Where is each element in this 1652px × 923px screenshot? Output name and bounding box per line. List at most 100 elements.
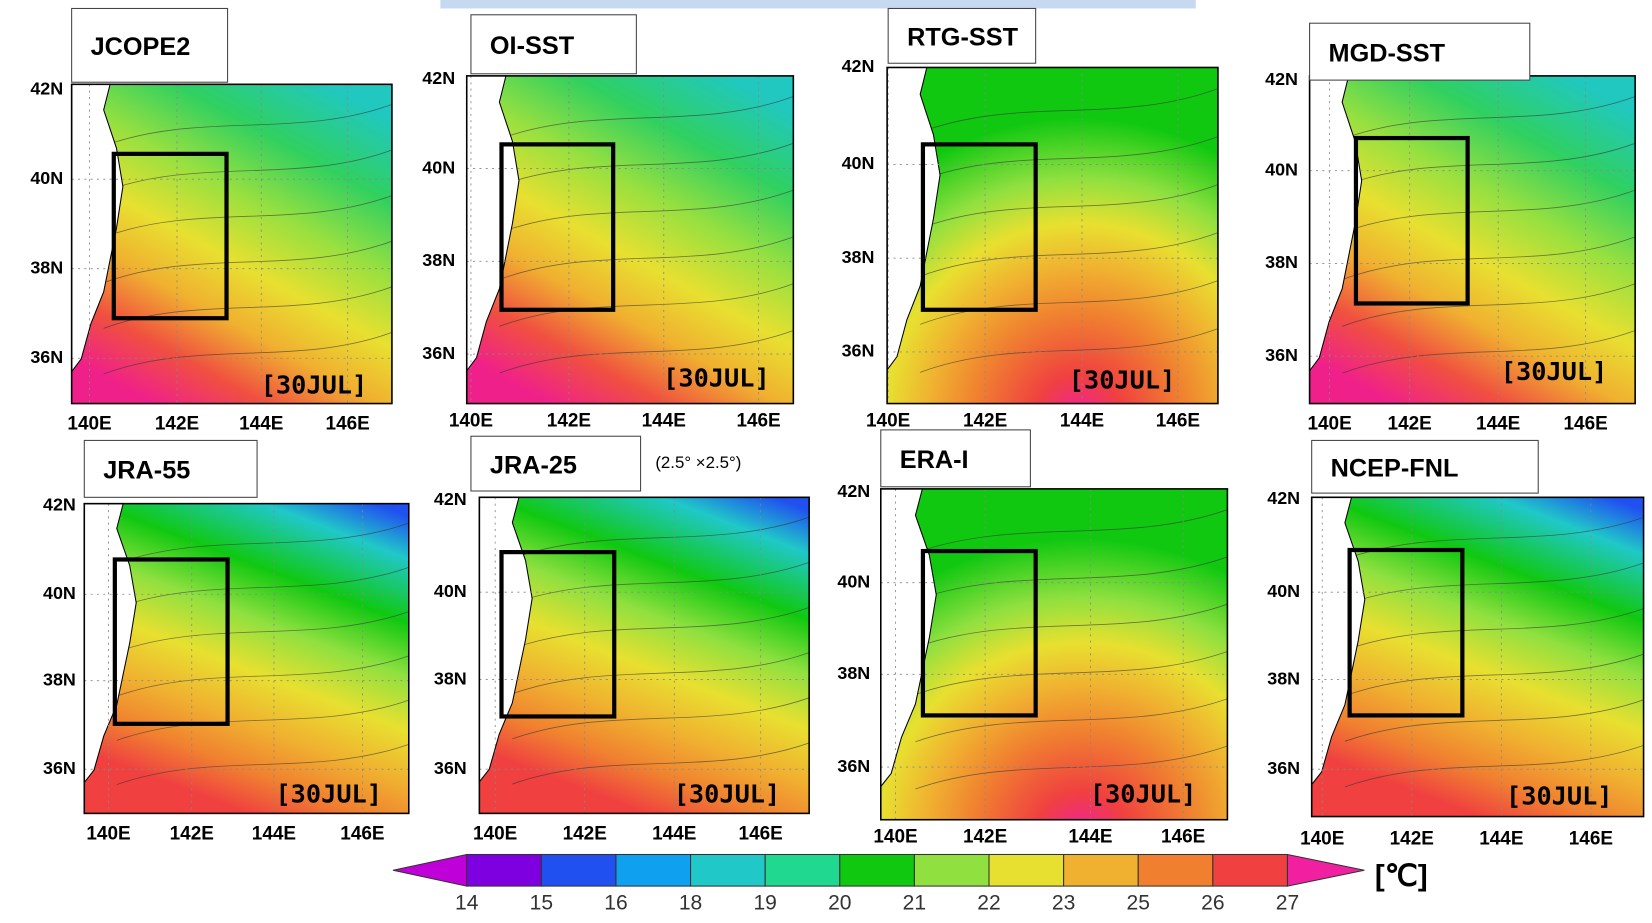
contour-line <box>1341 142 1636 187</box>
lat-label: 38N <box>434 668 467 688</box>
contour-line <box>1341 96 1636 140</box>
sst-field <box>71 84 392 404</box>
lon-label: 146E <box>1161 827 1205 848</box>
lat-label: 36N <box>43 758 76 778</box>
colorbar-segment <box>615 853 692 887</box>
lat-label: 38N <box>1267 668 1300 688</box>
contour-line <box>915 651 1228 695</box>
title-box <box>1311 439 1539 494</box>
title-box <box>470 14 637 75</box>
contour-line <box>920 184 1219 229</box>
lat-label: 38N <box>43 669 76 689</box>
map-panel: OI-SST 42N 40N 38N 36N 140E 142E 144E 146E [30JUL… <box>422 14 795 431</box>
contour-line <box>1344 699 1644 742</box>
map-frame <box>879 488 1229 821</box>
lon-label: 144E <box>652 823 696 844</box>
contour-line <box>1341 330 1636 374</box>
lon-label: 144E <box>642 410 686 431</box>
land <box>83 503 137 784</box>
lon-label: 142E <box>1388 414 1432 435</box>
colorbar-tick-label: 20 <box>828 892 851 915</box>
contour-line <box>1344 653 1644 697</box>
sst-field <box>1309 75 1636 404</box>
contour-line <box>103 195 393 238</box>
colorbar-tick-label: 14 <box>455 892 479 915</box>
lat-label: 40N <box>43 583 76 603</box>
lon-label: 144E <box>1476 414 1520 435</box>
contour-line <box>1341 236 1636 280</box>
lat-label: 38N <box>422 250 455 270</box>
lat-label: 40N <box>842 153 875 173</box>
study-box <box>920 142 1038 312</box>
date-label: [30JUL] <box>1090 779 1196 808</box>
contour-line <box>499 189 794 234</box>
contour-line <box>920 136 1219 181</box>
contour-line <box>103 103 393 147</box>
colorbar: 14 15 16 18 19 20 21 22 23 25 26 27 [℃] <box>392 853 1428 915</box>
lat-label: 38N <box>842 247 875 267</box>
contour-line <box>1341 283 1636 327</box>
contour-line <box>920 328 1219 373</box>
map-frame <box>1310 496 1645 818</box>
colorbar-tick-label: 25 <box>1127 892 1150 915</box>
lat-label: 36N <box>1267 758 1300 778</box>
contour-line <box>499 96 794 140</box>
resolution-note: (2.5° ×2.5°) <box>655 453 741 472</box>
colorbar-segment <box>764 853 841 887</box>
lat-label: 36N <box>842 341 875 361</box>
contour-line <box>920 280 1219 325</box>
date-label: [30JUL] <box>1501 357 1607 386</box>
lon-label: 140E <box>873 827 917 848</box>
colorbar-end <box>392 853 468 887</box>
lon-label: 142E <box>170 823 214 844</box>
lat-label: 38N <box>837 663 870 683</box>
lon-label: 140E <box>866 410 910 431</box>
panel-title: JCOPE2 <box>91 33 191 61</box>
lat-label: 36N <box>837 756 870 776</box>
lat-label: 40N <box>1265 159 1298 179</box>
lat-label: 42N <box>434 489 467 509</box>
lat-label: 40N <box>837 571 870 591</box>
contour-line <box>116 743 409 786</box>
lon-label: 146E <box>340 823 384 844</box>
contour-line <box>103 332 393 375</box>
contour-line <box>1344 745 1644 788</box>
contour-line <box>499 236 794 280</box>
colorbar-tick-label: 19 <box>753 892 776 915</box>
lon-label: 140E <box>1300 829 1344 850</box>
panel-title: ERA-I <box>900 446 969 474</box>
lon-label: 140E <box>449 410 493 431</box>
contour-line <box>512 516 810 559</box>
contour-line <box>116 566 409 609</box>
contour-line <box>103 240 393 284</box>
study-box <box>1347 547 1465 718</box>
sst-field <box>84 503 409 814</box>
date-label: [30JUL] <box>663 363 769 392</box>
colorbar-tick-label: 18 <box>679 892 702 915</box>
lon-label: 146E <box>1563 414 1607 435</box>
sst-field <box>887 67 1218 404</box>
lon-label: 146E <box>326 414 370 435</box>
lon-label: 144E <box>239 414 283 435</box>
colorbar-unit: [℃] <box>1375 859 1428 892</box>
colorbar-segment <box>690 853 766 887</box>
sst-field <box>466 75 794 404</box>
colorbar-tick-label: 23 <box>1052 892 1075 915</box>
colorbar-tick-label: 26 <box>1201 892 1224 915</box>
lon-label: 142E <box>563 823 607 844</box>
contour-line <box>103 149 393 192</box>
lat-label: 38N <box>1265 252 1298 272</box>
lon-label: 146E <box>739 823 783 844</box>
contour-line <box>116 611 409 653</box>
lon-label: 142E <box>963 410 1007 431</box>
title-box <box>880 429 1031 488</box>
lat-label: 42N <box>422 68 455 88</box>
lat-label: 40N <box>1267 581 1300 601</box>
lat-label: 40N <box>30 168 63 188</box>
lat-label: 42N <box>30 78 63 98</box>
study-box <box>920 548 1038 718</box>
map-frame <box>478 496 810 815</box>
contour-line <box>512 697 810 740</box>
